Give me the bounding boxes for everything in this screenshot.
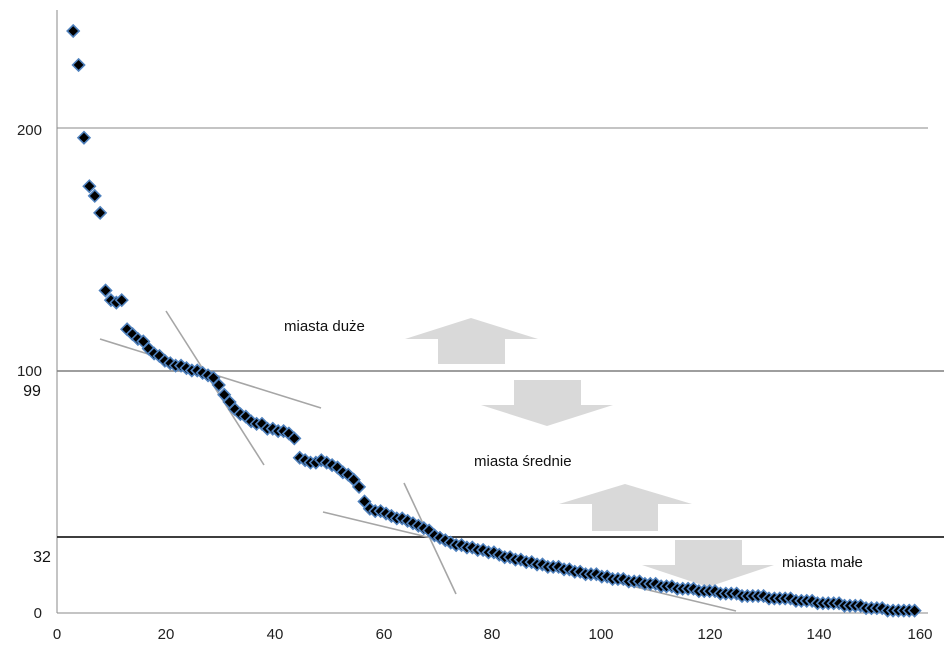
arrow-up-medium-cities [559, 484, 692, 531]
x-tick-label: 160 [907, 626, 932, 643]
annotation-medium-cities: miasta średnie [474, 453, 572, 470]
arrow-up-large-cities [405, 318, 538, 364]
x-tick-label: 80 [484, 626, 501, 643]
x-tick-label: 0 [53, 626, 61, 643]
data-point [82, 179, 97, 194]
x-tick-label: 140 [806, 626, 831, 643]
x-tick-label: 40 [267, 626, 284, 643]
y-tick-label: 0 [34, 605, 42, 622]
x-tick-label: 120 [697, 626, 722, 643]
y-tick-label: 100 [17, 363, 42, 380]
data-point [76, 130, 92, 145]
data-points [66, 23, 922, 618]
threshold-label-32: 32 [33, 549, 51, 566]
data-point [114, 293, 129, 308]
x-tick-label: 20 [158, 626, 175, 643]
arrow-down-to-medium [481, 380, 613, 426]
arrow-down-to-small [642, 540, 774, 587]
trend-line [403, 482, 457, 595]
data-point [287, 431, 302, 446]
data-point [907, 603, 922, 618]
annotation-small-cities: miasta małe [782, 554, 863, 571]
data-point [93, 205, 108, 221]
x-tick-label: 100 [588, 626, 613, 643]
data-point [66, 23, 81, 39]
data-point [351, 479, 367, 495]
x-tick-label: 60 [376, 626, 393, 643]
data-point [98, 283, 113, 298]
threshold-label-99: 99 [23, 383, 41, 400]
trend-lines [99, 310, 737, 612]
data-point [211, 377, 226, 393]
y-tick-label: 200 [17, 122, 42, 139]
data-point [71, 57, 86, 73]
data-point [87, 188, 102, 204]
annotation-large-cities: miasta duże [284, 318, 365, 335]
x-tick-labels: 0 20 40 60 80 100 120 140 160 [53, 626, 933, 643]
